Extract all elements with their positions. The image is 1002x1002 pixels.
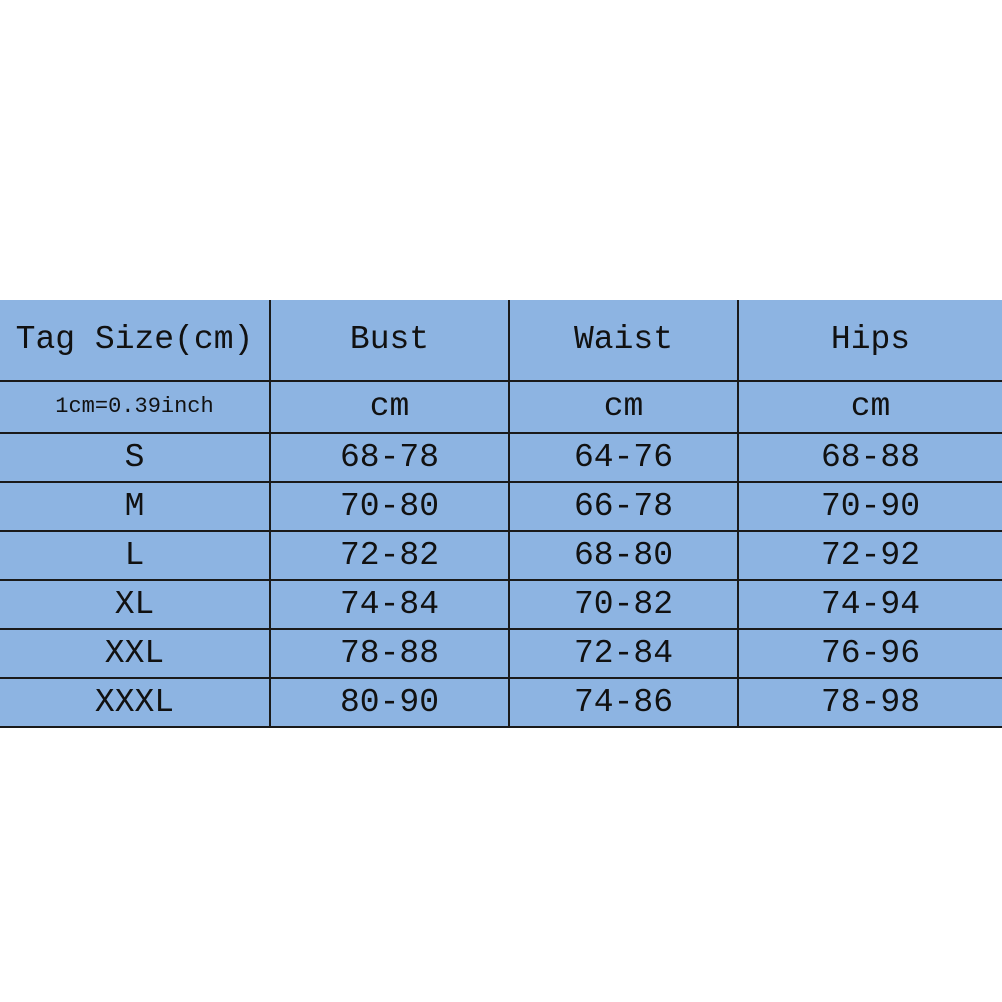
table-row-size-cell: XXL [0,629,271,679]
unit-row: 1cm=0.39inch cm cm cm [0,381,1002,434]
unit-row-hips-cell: cm [738,381,1002,434]
table-row-hips-cell: 72-92 [738,531,1002,581]
table-row-waist-cell: 64-76 [509,433,739,483]
unit-row-size-cell: 1cm=0.39inch [0,381,271,434]
table-row-size-cell: L [0,531,271,581]
table-row-hips-cell: 74-94 [738,580,1002,630]
table-row-waist-cell: 74-86 [509,678,739,728]
header-row: Tag Size(cm) Bust Waist Hips [0,300,1002,382]
size-chart-table: Tag Size(cm) Bust Waist Hips 1cm=0.39inch cm c… [0,300,1002,728]
header-row-bust-cell: Bust [270,300,510,382]
table-row-bust-cell: 70-80 [270,482,510,532]
table-row-bust-cell: 80-90 [270,678,510,728]
table-row-waist-cell: 68-80 [509,531,739,581]
table-row: S 68-78 64-76 68-88 [0,433,1002,483]
table-row: XL 74-84 70-82 74-94 [0,580,1002,630]
header-row-size-cell: Tag Size(cm) [0,300,271,382]
table-row-hips-cell: 76-96 [738,629,1002,679]
table-row-bust-cell: 74-84 [270,580,510,630]
table-row-bust-cell: 72-82 [270,531,510,581]
unit-row-bust-cell: cm [270,381,510,434]
table-row-hips-cell: 78-98 [738,678,1002,728]
table-row-size-cell: S [0,433,271,483]
header-row-waist-cell: Waist [509,300,739,382]
table-row-waist-cell: 66-78 [509,482,739,532]
table-row-size-cell: XXXL [0,678,271,728]
table-row-size-cell: M [0,482,271,532]
table-row-hips-cell: 68-88 [738,433,1002,483]
table-row-hips-cell: 70-90 [738,482,1002,532]
table-row: M 70-80 66-78 70-90 [0,482,1002,532]
table-row: XXXL 80-90 74-86 78-98 [0,678,1002,728]
table-row-bust-cell: 78-88 [270,629,510,679]
unit-row-waist-cell: cm [509,381,739,434]
table-row-bust-cell: 68-78 [270,433,510,483]
table-row: XXL 78-88 72-84 76-96 [0,629,1002,679]
table-row-waist-cell: 72-84 [509,629,739,679]
table-row-waist-cell: 70-82 [509,580,739,630]
header-row-hips-cell: Hips [738,300,1002,382]
table-row-size-cell: XL [0,580,271,630]
table-row: L 72-82 68-80 72-92 [0,531,1002,581]
